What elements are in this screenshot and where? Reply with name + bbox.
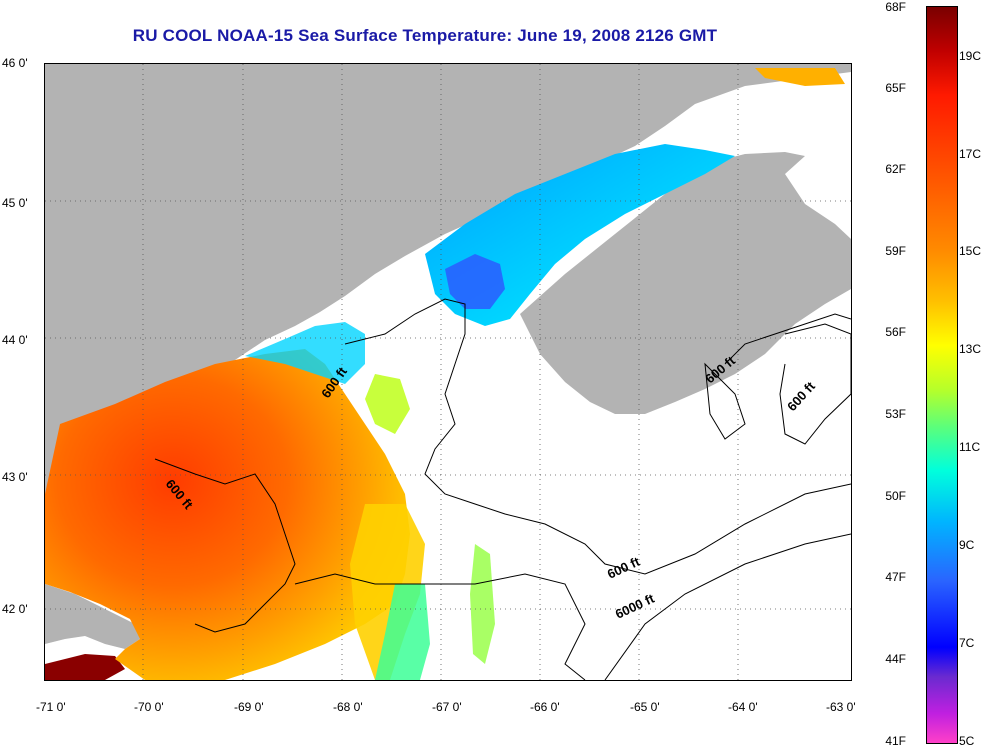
colorbar-c-19: 19C — [959, 49, 982, 63]
colorbar-c-5: 5C — [959, 734, 975, 748]
land-southern-islands — [45, 654, 125, 680]
land-cape-cod — [45, 584, 140, 649]
bathymetry-contours — [154, 298, 851, 680]
colorbar-c-11: 11C — [959, 440, 981, 454]
sst-cool-maine-coast — [245, 322, 365, 384]
colorbar-f-50: 50F — [885, 489, 906, 503]
lon-label-69: -69 0' — [234, 700, 264, 714]
sst-map: 600 ft 600 ft 600 ft 600 ft 600 ft 6000 … — [44, 63, 852, 681]
temperature-colorbar — [926, 6, 958, 744]
colorbar-f-56: 56F — [885, 325, 906, 339]
colorbar-c-7: 7C — [959, 636, 975, 650]
lat-label-43: 43 0' — [2, 470, 28, 484]
colorbar-f-53: 53F — [885, 407, 906, 421]
colorbar-f-62: 62F — [885, 162, 906, 176]
sst-patch-central — [365, 374, 410, 434]
land-new-england — [45, 64, 851, 544]
lat-label-44: 44 0' — [2, 333, 28, 347]
colorbar-f-44: 44F — [885, 652, 906, 666]
colorbar-c-15: 15C — [959, 244, 982, 258]
colorbar-f-65: 65F — [885, 81, 906, 95]
lon-label-65: -65 0' — [630, 700, 660, 714]
map-title: RU COOL NOAA-15 Sea Surface Temperature:… — [132, 26, 718, 45]
colorbar-f-59: 59F — [885, 244, 906, 258]
sst-patch-south — [375, 584, 430, 680]
lon-label-64: -64 0' — [728, 700, 758, 714]
colorbar-f-41: 41F — [885, 734, 906, 748]
colorbar-c-17: 17C — [959, 147, 982, 161]
colorbar-f-68: 68F — [885, 0, 906, 14]
lon-label-66: -66 0' — [530, 700, 560, 714]
sst-warm-region — [45, 349, 410, 680]
lat-label-46: 46 0' — [2, 56, 28, 70]
colorbar-f-47: 47F — [885, 570, 906, 584]
lat-label-45: 45 0' — [2, 196, 28, 210]
sst-cold-fundy-mouth — [445, 254, 505, 309]
sst-patch-northeast — [755, 68, 845, 86]
colorbar-c-9: 9C — [959, 538, 975, 552]
sst-patch-georges — [350, 504, 425, 680]
land-nova-scotia — [520, 152, 851, 414]
colorbar-c-13: 13C — [959, 342, 982, 356]
lon-label-63: -63 0' — [826, 700, 856, 714]
lon-label-68: -68 0' — [333, 700, 363, 714]
lon-label-70: -70 0' — [134, 700, 164, 714]
lat-label-42: 42 0' — [2, 602, 28, 616]
lon-label-67: -67 0' — [432, 700, 462, 714]
sst-patch-georges-east — [470, 544, 495, 664]
lon-label-71: -71 0' — [36, 700, 66, 714]
